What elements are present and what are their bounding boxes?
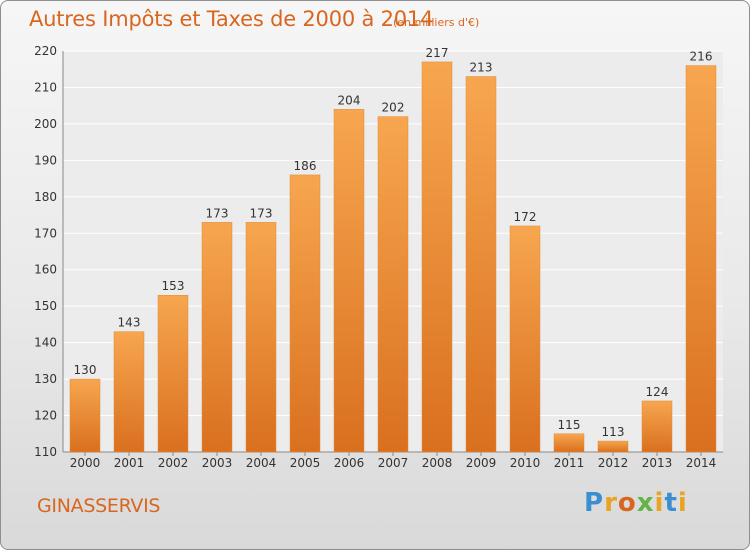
x-tick-label: 2006 <box>334 456 365 470</box>
data-label: 173 <box>206 206 229 220</box>
y-tick-label: 170 <box>34 226 57 240</box>
x-tick-label: 2014 <box>686 456 717 470</box>
x-tick-label: 2012 <box>598 456 629 470</box>
x-tick-label: 2009 <box>466 456 497 470</box>
data-label: 172 <box>514 210 537 224</box>
x-tick-label: 2010 <box>510 456 541 470</box>
y-tick-label: 150 <box>34 299 57 313</box>
bar-2002 <box>157 294 189 453</box>
bar-2004 <box>245 222 277 453</box>
x-tick-label: 2000 <box>70 456 101 470</box>
y-tick-label: 180 <box>34 190 57 204</box>
y-tick-label: 110 <box>34 445 57 459</box>
chart-title: Autres Impôts et Taxes de 2000 à 2014 <box>29 7 434 31</box>
data-label: 202 <box>382 101 405 115</box>
bar-2009 <box>465 76 497 453</box>
data-label: 130 <box>74 363 97 377</box>
x-tick-label: 2002 <box>158 456 189 470</box>
y-tick-label: 200 <box>34 117 57 131</box>
data-label: 217 <box>426 46 449 60</box>
y-tick-label: 190 <box>34 153 57 167</box>
data-label: 113 <box>602 425 625 439</box>
x-tick-label: 2007 <box>378 456 409 470</box>
x-tick-label: 2004 <box>246 456 277 470</box>
bar-2012 <box>597 440 629 453</box>
data-label: 115 <box>558 418 581 432</box>
data-label: 173 <box>250 206 273 220</box>
y-tick-label: 130 <box>34 372 57 386</box>
bar-2005 <box>289 174 321 453</box>
bar-2014 <box>685 65 717 453</box>
y-tick-label: 210 <box>34 80 57 94</box>
y-tick-label: 220 <box>34 44 57 58</box>
data-label: 213 <box>470 61 493 75</box>
proxiti-logo[interactable]: Proxiti <box>584 488 688 518</box>
x-tick-label: 2001 <box>114 456 145 470</box>
commune-name: GINASSERVIS <box>37 495 161 517</box>
x-tick-label: 2008 <box>422 456 453 470</box>
y-tick-label: 120 <box>34 409 57 423</box>
data-label: 153 <box>162 279 185 293</box>
bar-2007 <box>377 116 409 453</box>
bar-2008 <box>421 61 453 453</box>
data-label: 204 <box>338 93 361 107</box>
data-label: 124 <box>646 385 669 399</box>
bar-2011 <box>553 433 585 453</box>
bar-2010 <box>509 225 541 453</box>
bar-2006 <box>333 109 365 453</box>
x-tick-label: 2011 <box>554 456 585 470</box>
x-tick-label: 2005 <box>290 456 321 470</box>
bar-2000 <box>69 378 101 453</box>
chart-subtitle: (en milliers d'€) <box>393 16 480 29</box>
x-tick-label: 2013 <box>642 456 673 470</box>
x-tick-label: 2003 <box>202 456 233 470</box>
bar-2013 <box>641 400 673 453</box>
data-label: 216 <box>690 50 713 64</box>
bar-2003 <box>201 222 233 453</box>
bar-2001 <box>113 331 145 453</box>
data-label: 186 <box>294 159 317 173</box>
y-tick-label: 160 <box>34 263 57 277</box>
y-tick-label: 140 <box>34 336 57 350</box>
data-label: 143 <box>118 316 141 330</box>
